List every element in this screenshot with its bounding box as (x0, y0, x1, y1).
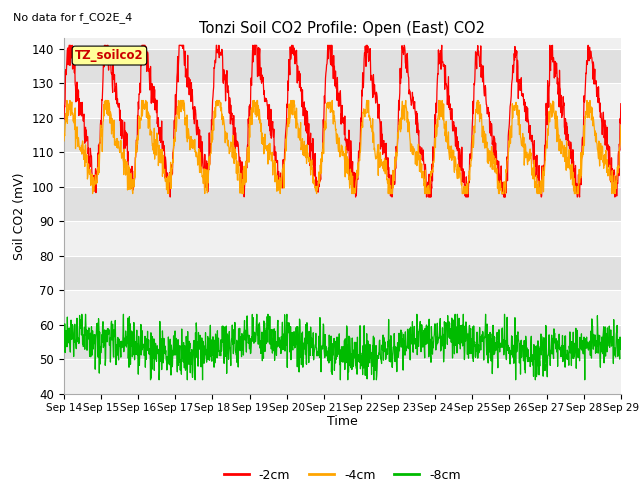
Bar (64, 359, 621, 394)
Title: Tonzi Soil CO2 Profile: Open (East) CO2: Tonzi Soil CO2 Profile: Open (East) CO2 (200, 21, 485, 36)
Y-axis label: Soil CO2 (mV): Soil CO2 (mV) (13, 172, 26, 260)
Text: TZ_soilco2: TZ_soilco2 (75, 49, 144, 62)
Bar (64, 256, 621, 290)
X-axis label: Time: Time (327, 415, 358, 428)
Text: No data for f_CO2E_4: No data for f_CO2E_4 (13, 12, 132, 23)
Bar (64, 118, 621, 152)
Bar (64, 187, 621, 221)
Bar (64, 324, 621, 359)
Bar (64, 49, 621, 83)
Bar (64, 83, 621, 118)
Bar (64, 221, 621, 256)
Bar (64, 290, 621, 324)
Legend: -2cm, -4cm, -8cm: -2cm, -4cm, -8cm (219, 464, 466, 480)
Bar (64, 152, 621, 187)
